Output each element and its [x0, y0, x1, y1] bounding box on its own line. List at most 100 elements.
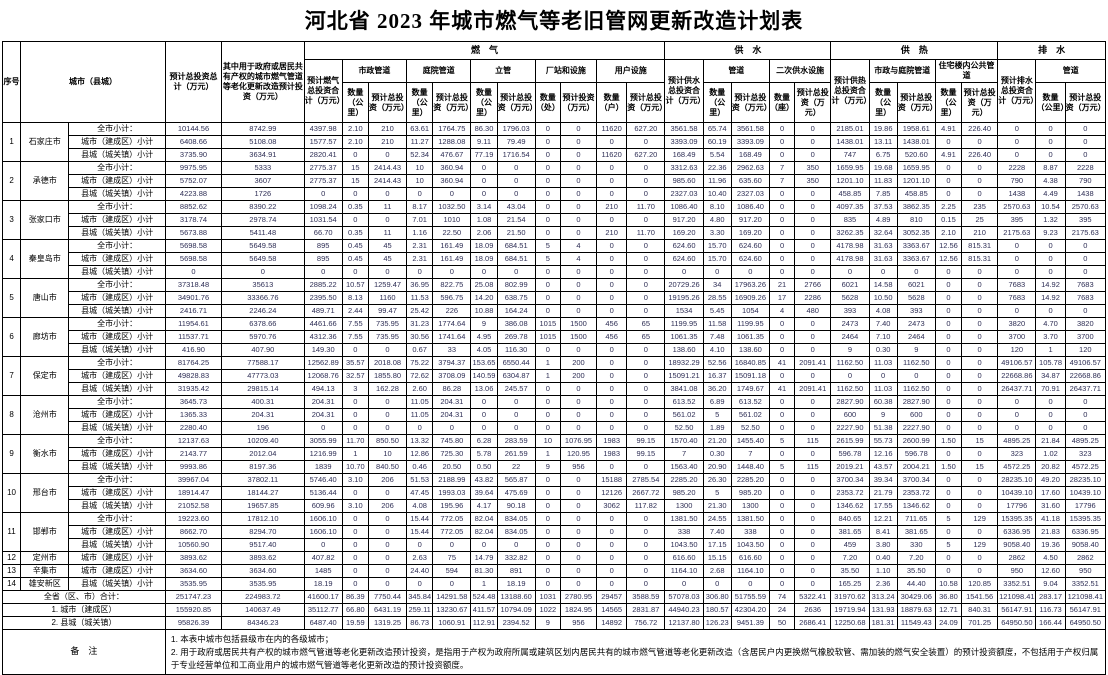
row-scope-label: 全市小计：: [68, 122, 166, 136]
col-header-heat-indoor: 住宅楼内公共管道: [934, 59, 999, 83]
value-cell: 840.31: [961, 603, 999, 617]
value-cell: 0: [868, 265, 898, 279]
value-cell: 0: [934, 551, 963, 565]
value-cell: 31.23: [406, 317, 434, 331]
city-name: 秦皇岛市: [20, 239, 70, 279]
value-cell: 1162.50: [830, 356, 870, 370]
value-cell: 26.30: [702, 473, 732, 487]
value-cell: 11954.61: [164, 317, 223, 331]
value-cell: 10: [406, 161, 434, 175]
value-cell: 14.79: [470, 551, 498, 565]
value-cell: 10.57: [341, 278, 369, 292]
value-cell: 0: [626, 512, 666, 526]
value-cell: 0: [367, 577, 408, 591]
value-cell: 0: [432, 421, 472, 435]
value-cell: 9451.39: [730, 616, 770, 630]
value-cell: 14.92: [1035, 278, 1066, 292]
value-cell: 2827.90: [896, 395, 936, 409]
value-cell: 0: [1064, 122, 1107, 136]
value-cell: 155920.85: [164, 603, 223, 617]
value-cell: 2327.03: [664, 187, 704, 201]
value-cell: 0: [794, 135, 832, 149]
value-cell: 4.08: [868, 304, 898, 318]
value-cell: 624.60: [664, 239, 704, 253]
value-cell: 0: [1064, 304, 1107, 318]
value-cell: 609.96: [303, 499, 343, 513]
value-cell: 9975.95: [164, 161, 223, 175]
value-cell: 0: [534, 200, 561, 214]
value-cell: 5673.88: [164, 226, 223, 240]
value-cell: 985.20: [664, 486, 704, 500]
value-cell: 1448.40: [730, 460, 770, 474]
value-cell: 0: [534, 278, 561, 292]
value-cell: 3588.59: [626, 590, 666, 604]
value-cell: 0: [559, 499, 598, 513]
value-cell: 9517.40: [221, 538, 305, 552]
value-cell: 20729.26: [664, 278, 704, 292]
value-cell: 1774.64: [432, 317, 472, 331]
value-cell: 0: [961, 317, 999, 331]
note-line: 2. 用于政府或居民共有产权的城市燃气管道等老化更新改造预计投资，是指用于产权为…: [170, 646, 1099, 670]
value-cell: 66.80: [341, 603, 369, 617]
total-row-label: 2. 县城（城关镇）: [2, 616, 166, 630]
value-cell: 5970.76: [221, 330, 305, 344]
value-cell: 5411.48: [221, 226, 305, 240]
value-cell: 35.50: [830, 564, 870, 578]
value-cell: 2091.41: [794, 356, 832, 370]
value-cell: 164.24: [496, 304, 536, 318]
value-cell: 4.70: [1035, 317, 1066, 331]
value-cell: 43.04: [496, 200, 536, 214]
value-cell: 0: [559, 135, 598, 149]
value-cell: 0: [496, 395, 536, 409]
value-cell: 0: [534, 161, 561, 175]
value-cell: 2.10: [341, 135, 369, 149]
value-cell: 822.75: [432, 278, 472, 292]
value-cell: 561.02: [730, 408, 770, 422]
value-cell: 200: [559, 369, 598, 383]
value-cell: 165.25: [830, 577, 870, 591]
value-cell: 0: [934, 447, 963, 461]
city-name: 石家庄市: [20, 122, 70, 162]
value-cell: 0: [534, 408, 561, 422]
value-cell: 1958.61: [896, 122, 936, 136]
value-cell: 3893.62: [221, 551, 305, 565]
value-cell: 5: [702, 486, 732, 500]
col-header-gas-total: 预计燃气总投资合计（万元）: [303, 59, 343, 123]
city-data-row: 城市（建成区）小计 18914.47 18144.27 5136.44 0 0 47.45 1…: [3, 486, 1107, 500]
value-cell: 0: [596, 460, 628, 474]
value-cell: 3393.09: [664, 135, 704, 149]
value-cell: 3634.60: [221, 564, 305, 578]
value-cell: 0: [367, 148, 408, 162]
value-cell: 561.02: [664, 408, 704, 422]
value-cell: 10209.40: [221, 434, 305, 448]
value-cell: 0: [341, 395, 369, 409]
value-cell: 4178.98: [830, 252, 870, 266]
value-cell: 395: [1064, 213, 1107, 227]
city-data-row: 城市（建成区）小计 34901.76 33366.76 2395.50 8.13 1160…: [3, 291, 1107, 305]
value-cell: 2473: [896, 317, 936, 331]
value-cell: 161.49: [432, 252, 472, 266]
value-cell: 22: [496, 460, 536, 474]
value-cell: 1199.95: [664, 317, 704, 331]
value-cell: 0: [997, 421, 1037, 435]
value-cell: 0: [406, 538, 434, 552]
value-cell: 0: [559, 564, 598, 578]
value-cell: 1300: [730, 499, 770, 513]
value-cell: 0.40: [868, 551, 898, 565]
value-cell: 2686.41: [794, 616, 832, 630]
value-cell: 35.57: [341, 356, 369, 370]
value-cell: 5649.58: [221, 239, 305, 253]
row-number: 9: [1, 434, 22, 474]
value-cell: 0: [768, 239, 796, 253]
value-cell: 0: [934, 564, 963, 578]
value-cell: 64950.50: [1064, 616, 1107, 630]
value-cell: 6431.19: [367, 603, 408, 617]
value-cell: 115: [794, 460, 832, 474]
value-cell: 1438.01: [830, 135, 870, 149]
row-scope-label: 全市小计：: [68, 200, 166, 214]
value-cell: 2395.50: [303, 291, 343, 305]
value-cell: 1: [1035, 343, 1066, 357]
value-cell: 0: [534, 213, 561, 227]
value-cell: 30429.06: [896, 590, 936, 604]
value-cell: 1259.47: [367, 278, 408, 292]
